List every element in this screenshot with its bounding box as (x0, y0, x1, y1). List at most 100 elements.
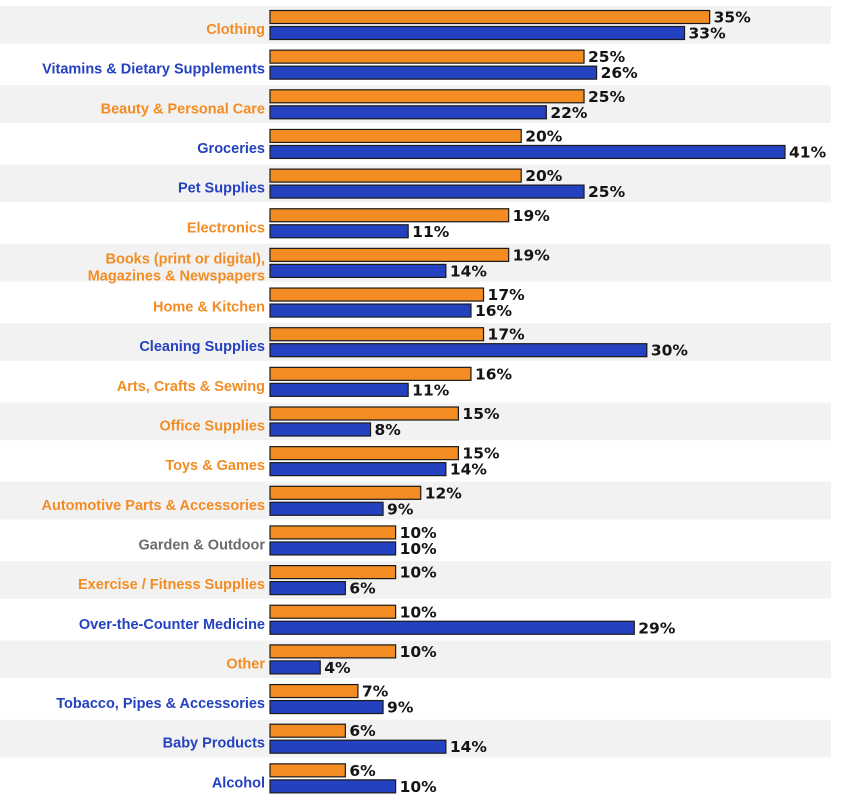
value-label: 22% (550, 104, 588, 122)
value-label: 11% (412, 223, 450, 241)
bar (269, 168, 522, 183)
category-label: Pet Supplies (178, 181, 265, 197)
value-label: 16% (475, 365, 513, 383)
bar (269, 541, 397, 556)
bar (269, 644, 397, 659)
value-label: 20% (525, 167, 563, 185)
value-label: 41% (789, 143, 827, 161)
bar (269, 89, 585, 104)
value-label: 10% (400, 643, 438, 661)
bar (269, 485, 422, 500)
bar (269, 739, 447, 754)
value-label: 10% (400, 778, 438, 796)
bar (269, 620, 635, 635)
bar (269, 406, 460, 421)
value-label: 10% (400, 603, 438, 621)
bar (269, 208, 510, 223)
bar (269, 65, 598, 80)
bar (269, 303, 472, 318)
bar (269, 446, 460, 461)
value-label: 9% (387, 500, 414, 518)
value-label: 15% (462, 445, 500, 463)
value-label: 10% (400, 540, 438, 558)
category-label: Alcohol (212, 775, 265, 791)
bar (269, 287, 485, 302)
bar (269, 660, 321, 675)
category-label: Groceries (197, 141, 265, 157)
category-label: Cleaning Supplies (139, 339, 265, 355)
value-label: 10% (400, 524, 438, 542)
category-label: Baby Products (163, 736, 265, 752)
bar (269, 501, 384, 516)
category-label: Office Supplies (159, 419, 265, 435)
value-label: 6% (349, 580, 376, 598)
value-label: 20% (525, 127, 563, 145)
bar (269, 382, 409, 397)
bar (269, 422, 372, 437)
bar (269, 105, 547, 120)
value-label: 25% (588, 48, 626, 66)
bar (269, 723, 346, 738)
bar (269, 683, 359, 699)
bar (269, 9, 711, 25)
category-labels: Clothing Vitamins & Dietary Supplements Be… (42, 22, 266, 791)
bar (269, 779, 397, 794)
value-labels: 35%33%25%26%25%22%20%41%20%25%19%11%19%1… (324, 9, 826, 796)
value-label: 17% (488, 326, 526, 344)
value-label: 14% (450, 461, 488, 479)
row-stripe (0, 640, 831, 679)
value-label: 17% (488, 286, 526, 304)
value-label: 6% (349, 722, 376, 740)
value-label: 25% (588, 88, 626, 106)
category-label: Clothing (206, 22, 265, 38)
value-label: 4% (324, 659, 351, 677)
category-label: Magazines & Newspapers (88, 268, 265, 284)
bar (269, 462, 447, 477)
value-label: 10% (400, 564, 438, 582)
value-label: 16% (475, 302, 513, 320)
category-label: Home & Kitchen (153, 300, 265, 316)
category-label: Books (print or digital), (106, 251, 266, 267)
category-label: Garden & Outdoor (139, 537, 266, 553)
value-label: 15% (462, 405, 500, 423)
category-label: Beauty & Personal Care (101, 101, 265, 117)
value-label: 33% (689, 25, 727, 43)
value-label: 6% (349, 762, 376, 780)
category-label: Automotive Parts & Accessories (42, 498, 266, 514)
value-label: 14% (450, 738, 488, 756)
bar (269, 564, 397, 580)
value-label: 35% (714, 9, 752, 27)
bar (269, 263, 447, 278)
value-label: 19% (513, 207, 551, 225)
category-label: Arts, Crafts & Sewing (117, 379, 265, 395)
bar (269, 366, 472, 381)
bar (269, 128, 522, 144)
value-label: 26% (601, 64, 639, 82)
bar (269, 580, 346, 596)
value-label: 19% (513, 246, 551, 264)
bar (269, 525, 397, 540)
bar (269, 144, 786, 160)
bar (269, 184, 585, 199)
bar (269, 763, 346, 778)
row-stripe (0, 561, 831, 599)
bar (269, 25, 686, 41)
value-label: 29% (638, 619, 676, 637)
value-label: 14% (450, 262, 488, 280)
value-label: 11% (412, 381, 450, 399)
bar (269, 699, 384, 715)
bars (269, 9, 786, 794)
bar (269, 49, 585, 64)
bar (269, 327, 485, 342)
category-label: Vitamins & Dietary Supplements (42, 62, 265, 78)
bar (269, 247, 510, 262)
value-label: 9% (387, 699, 414, 717)
category-label: Exercise / Fitness Supplies (78, 577, 265, 593)
bar (269, 343, 648, 358)
value-label: 7% (362, 683, 389, 701)
category-label: Other (226, 656, 265, 672)
bar (269, 604, 397, 619)
value-label: 8% (374, 421, 401, 439)
bar (269, 224, 409, 239)
